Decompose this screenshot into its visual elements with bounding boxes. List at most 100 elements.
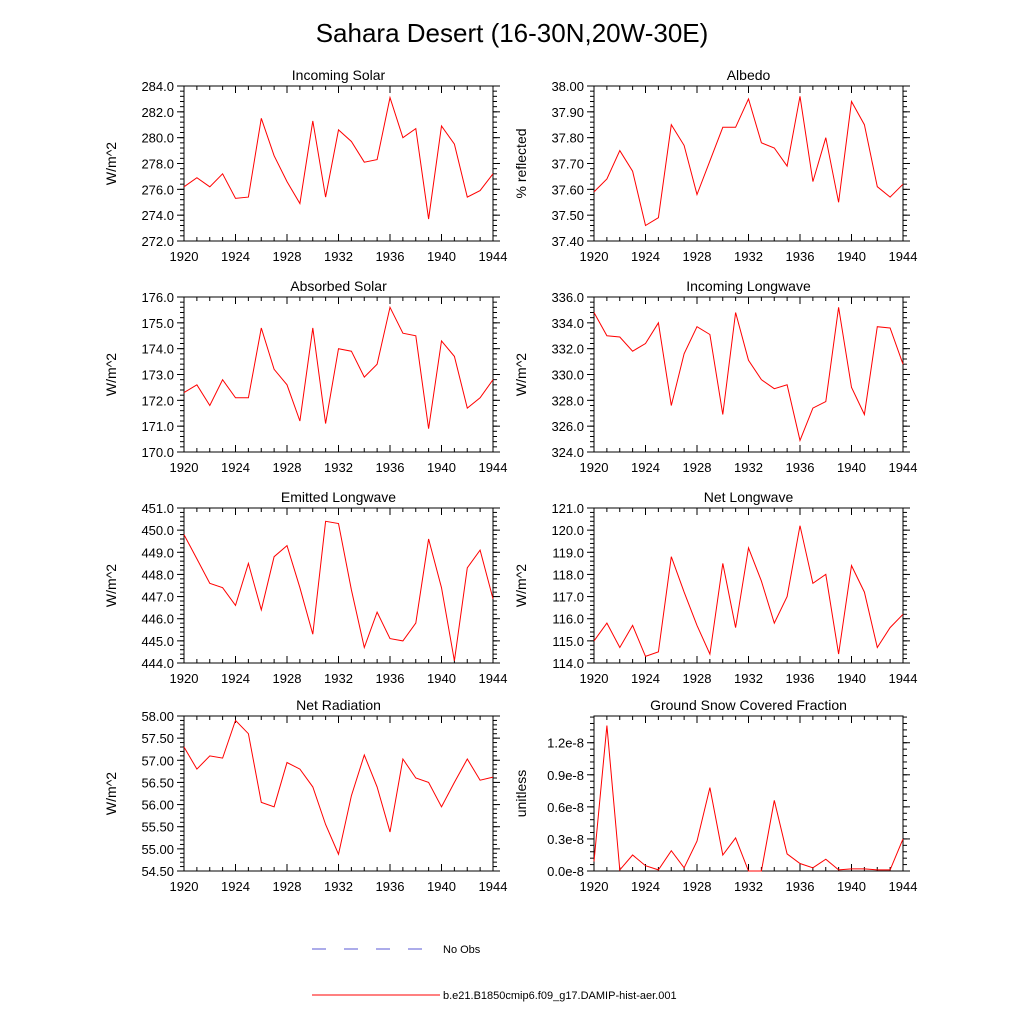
panel-title: Net Radiation bbox=[296, 697, 381, 713]
series-line bbox=[183, 520, 494, 661]
panel-2: Albedo % reflected 1920 1924 1928 1932 1936 194… bbox=[513, 67, 917, 264]
x-tick-label: 1940 bbox=[837, 671, 866, 686]
x-tick-label: 1932 bbox=[734, 879, 763, 894]
x-tick-label: 1932 bbox=[734, 249, 763, 264]
y-tick-label: 175.0 bbox=[141, 316, 174, 331]
y-axis-label: W/m^2 bbox=[103, 564, 119, 607]
x-tick-label: 1944 bbox=[479, 249, 508, 264]
x-tick-label: 1928 bbox=[273, 249, 302, 264]
y-tick-label: 38.00 bbox=[551, 79, 584, 94]
panels: Incoming Solar W/m^2 1920 1924 1928 1932 1936 1… bbox=[103, 67, 917, 894]
series-line bbox=[593, 725, 904, 872]
y-tick-label: 276.0 bbox=[141, 182, 174, 197]
x-tick-label: 1920 bbox=[170, 671, 199, 686]
x-tick-label: 1940 bbox=[427, 460, 456, 475]
x-tick-label: 1924 bbox=[221, 879, 250, 894]
y-tick-label: 56.50 bbox=[141, 775, 174, 790]
x-tick-label: 1932 bbox=[734, 671, 763, 686]
y-tick-label: 280.0 bbox=[141, 131, 174, 146]
y-tick-label: 445.0 bbox=[141, 634, 174, 649]
x-tick-label: 1928 bbox=[273, 671, 302, 686]
x-tick-label: 1940 bbox=[427, 879, 456, 894]
x-tick-label: 1932 bbox=[324, 879, 353, 894]
y-tick-label: 451.0 bbox=[141, 501, 174, 516]
x-tick-label: 1944 bbox=[889, 249, 918, 264]
y-axis-label: % reflected bbox=[513, 128, 529, 198]
x-tick-label: 1936 bbox=[786, 879, 815, 894]
y-tick-label: 278.0 bbox=[141, 157, 174, 172]
x-tick-label: 1924 bbox=[631, 671, 660, 686]
y-tick-label: 117.0 bbox=[552, 590, 584, 605]
x-tick-label: 1932 bbox=[734, 460, 763, 475]
x-tick-label: 1944 bbox=[889, 460, 918, 475]
y-tick-label: 37.70 bbox=[551, 157, 584, 172]
x-tick-label: 1920 bbox=[580, 879, 609, 894]
y-tick-label: 54.50 bbox=[141, 864, 174, 879]
x-tick-label: 1936 bbox=[376, 249, 405, 264]
plot-frame bbox=[183, 85, 494, 242]
x-tick-label: 1924 bbox=[631, 249, 660, 264]
y-axis-label: W/m^2 bbox=[103, 772, 119, 815]
x-tick-label: 1924 bbox=[221, 460, 250, 475]
panel-6: Net Longwave W/m^2 1920 1924 1928 1932 1936 194… bbox=[513, 489, 917, 686]
y-tick-label: 173.0 bbox=[141, 368, 174, 383]
y-axis-label: W/m^2 bbox=[513, 353, 529, 396]
panel-title: Emitted Longwave bbox=[281, 489, 396, 505]
x-tick-label: 1936 bbox=[376, 671, 405, 686]
plot-frame bbox=[593, 85, 904, 242]
y-tick-label: 444.0 bbox=[141, 656, 174, 671]
x-tick-label: 1932 bbox=[324, 460, 353, 475]
y-tick-label: 284.0 bbox=[141, 79, 174, 94]
x-tick-label: 1944 bbox=[889, 879, 918, 894]
y-tick-label: 0.6e-8 bbox=[547, 800, 584, 815]
panel-title: Net Longwave bbox=[704, 489, 794, 505]
y-tick-label: 0.9e-8 bbox=[547, 768, 584, 783]
x-tick-label: 1928 bbox=[273, 879, 302, 894]
x-tick-label: 1924 bbox=[221, 249, 250, 264]
y-tick-label: 55.50 bbox=[141, 820, 174, 835]
x-tick-label: 1936 bbox=[376, 879, 405, 894]
x-tick-label: 1944 bbox=[889, 671, 918, 686]
y-tick-label: 118.0 bbox=[552, 567, 584, 582]
x-tick-label: 1928 bbox=[683, 460, 712, 475]
y-tick-label: 330.0 bbox=[551, 368, 584, 383]
x-tick-label: 1936 bbox=[786, 249, 815, 264]
y-axis-label: W/m^2 bbox=[513, 564, 529, 607]
series-line bbox=[183, 719, 494, 856]
y-tick-label: 114.0 bbox=[552, 656, 584, 671]
y-tick-label: 37.80 bbox=[551, 131, 584, 146]
y-tick-label: 174.0 bbox=[141, 342, 174, 357]
plot-frame bbox=[593, 296, 904, 453]
y-tick-label: 450.0 bbox=[141, 523, 174, 538]
x-tick-label: 1940 bbox=[837, 460, 866, 475]
x-tick-label: 1920 bbox=[580, 460, 609, 475]
y-tick-label: 332.0 bbox=[551, 342, 584, 357]
x-tick-label: 1924 bbox=[221, 671, 250, 686]
y-tick-label: 56.00 bbox=[141, 798, 174, 813]
series-line bbox=[593, 96, 904, 227]
x-tick-label: 1920 bbox=[580, 671, 609, 686]
panel-4: Incoming Longwave W/m^2 1920 1924 1928 1932 19… bbox=[513, 278, 917, 475]
panel-5: Emitted Longwave W/m^2 1920 1924 1928 1932 193… bbox=[103, 489, 507, 686]
main-title: Sahara Desert (16-30N,20W-30E) bbox=[316, 18, 709, 48]
x-tick-label: 1928 bbox=[683, 879, 712, 894]
panel-1: Incoming Solar W/m^2 1920 1924 1928 1932 1936 1… bbox=[103, 67, 507, 264]
y-tick-label: 37.50 bbox=[551, 208, 584, 223]
x-tick-label: 1920 bbox=[580, 249, 609, 264]
y-axis-label: W/m^2 bbox=[103, 353, 119, 396]
y-tick-label: 172.0 bbox=[141, 393, 174, 408]
y-tick-label: 57.50 bbox=[141, 731, 174, 746]
x-tick-label: 1924 bbox=[631, 460, 660, 475]
x-tick-label: 1944 bbox=[479, 671, 508, 686]
panel-8: Ground Snow Covered Fraction unitless 1920… bbox=[513, 697, 917, 894]
y-tick-label: 119.0 bbox=[552, 545, 584, 560]
x-tick-label: 1940 bbox=[837, 249, 866, 264]
x-tick-label: 1936 bbox=[786, 671, 815, 686]
y-tick-label: 116.0 bbox=[552, 612, 584, 627]
y-tick-label: 57.00 bbox=[141, 753, 174, 768]
x-tick-label: 1928 bbox=[273, 460, 302, 475]
panel-title: Ground Snow Covered Fraction bbox=[650, 697, 847, 713]
y-axis-label: unitless bbox=[513, 770, 529, 817]
y-tick-label: 171.0 bbox=[141, 419, 174, 434]
